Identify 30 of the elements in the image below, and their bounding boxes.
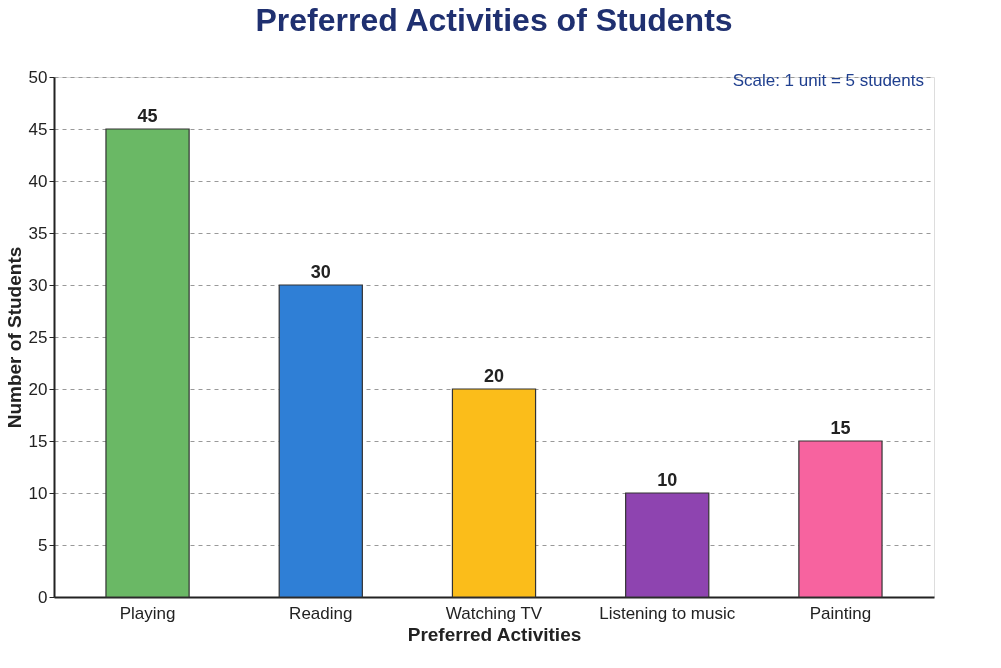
x-axis-title: Preferred Activities bbox=[407, 623, 582, 645]
y-tick-label: 15 bbox=[28, 431, 48, 451]
x-tick-label: Listening to music bbox=[599, 603, 736, 623]
bar bbox=[625, 492, 710, 598]
bar bbox=[451, 388, 537, 598]
chart-title: Preferred Activities of Students bbox=[255, 2, 733, 38]
y-tick-label: 50 bbox=[28, 67, 48, 87]
data-label: 10 bbox=[657, 470, 678, 490]
x-tick-label: Reading bbox=[289, 603, 353, 623]
bar bbox=[105, 128, 190, 598]
data-label: 15 bbox=[830, 418, 851, 438]
data-label: 30 bbox=[310, 262, 331, 282]
bar bbox=[798, 440, 883, 598]
bar bbox=[278, 284, 363, 598]
y-axis-title: Number of Students bbox=[3, 246, 25, 429]
y-tick-label: 35 bbox=[28, 223, 48, 243]
annotation: Scale: 1 unit = 5 students bbox=[732, 71, 924, 90]
y-tick-label: 5 bbox=[38, 535, 48, 555]
y-tick-label: 30 bbox=[28, 275, 48, 295]
y-tick-label: 25 bbox=[28, 327, 48, 347]
y-tick-label: 20 bbox=[28, 379, 48, 399]
data-label: 20 bbox=[483, 366, 505, 386]
y-tick-label: 45 bbox=[28, 119, 48, 139]
y-tick-label: 10 bbox=[28, 483, 48, 503]
y-tick-label: 0 bbox=[38, 587, 48, 607]
x-tick-label: Painting bbox=[809, 603, 872, 623]
y-tick-label: 40 bbox=[28, 171, 48, 191]
x-tick-label: Watching TV bbox=[445, 603, 543, 623]
x-tick-label: Playing bbox=[119, 603, 176, 623]
data-label: 45 bbox=[137, 106, 158, 126]
